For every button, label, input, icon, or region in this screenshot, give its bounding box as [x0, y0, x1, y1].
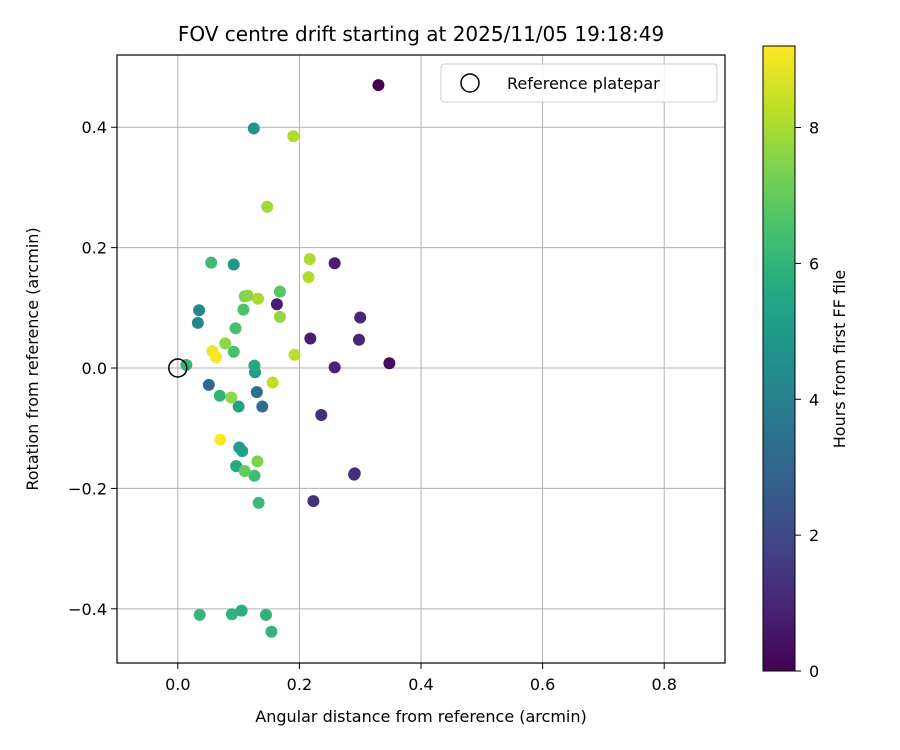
data-point — [241, 289, 254, 302]
data-point — [304, 332, 317, 345]
data-point — [219, 337, 232, 350]
data-point — [237, 303, 250, 316]
data-point — [273, 285, 286, 298]
data-point — [191, 316, 204, 329]
x-axis-ticks: 0.0 0.2 0.4 0.6 0.8 — [165, 663, 677, 694]
y-axis-label: Rotation from reference (arcmin) — [23, 227, 42, 490]
legend-label: Reference platepar — [507, 74, 660, 93]
colorbar-tick-label: 4 — [809, 390, 819, 409]
data-point — [252, 496, 265, 509]
y-tick-label: −0.4 — [68, 600, 107, 619]
y-tick-label: 0.0 — [82, 359, 107, 378]
legend-box — [440, 63, 718, 103]
data-point — [352, 333, 365, 346]
y-tick-label: −0.2 — [68, 479, 107, 498]
data-point — [229, 322, 242, 335]
data-point — [210, 351, 223, 364]
data-point — [232, 400, 245, 413]
data-point — [248, 359, 261, 372]
colorbar: 0 2 4 6 8 Hours from first FF file — [762, 45, 849, 681]
colorbar-tick-label: 6 — [809, 254, 819, 273]
data-point — [256, 400, 269, 413]
data-point — [265, 625, 278, 638]
legend-marker-icon — [460, 73, 480, 93]
data-point — [287, 130, 300, 143]
data-point — [227, 258, 240, 271]
reference-platepar-marker — [168, 358, 188, 378]
data-point — [225, 391, 238, 404]
data-point — [250, 386, 263, 399]
data-point — [247, 122, 260, 135]
data-point — [328, 361, 341, 374]
data-point — [307, 495, 320, 508]
data-point — [227, 345, 240, 358]
colorbar-tick-label: 8 — [809, 119, 819, 138]
data-point — [261, 200, 274, 213]
data-point — [383, 357, 396, 370]
colorbar-tick-label: 2 — [809, 526, 819, 545]
colorbar-tick-label: 0 — [809, 662, 819, 681]
y-tick-label: 0.4 — [82, 118, 107, 137]
data-point — [248, 469, 261, 482]
data-point — [328, 257, 341, 270]
x-axis-label: Angular distance from reference (arcmin) — [255, 707, 586, 726]
data-point — [259, 608, 272, 621]
data-point — [193, 608, 206, 621]
grid-lines — [117, 55, 725, 663]
data-point — [236, 445, 249, 458]
data-point — [303, 253, 316, 266]
data-point — [213, 389, 226, 402]
data-point — [315, 408, 328, 421]
data-point — [354, 311, 367, 324]
colorbar-ticks: 0 2 4 6 8 — [795, 119, 819, 681]
data-points — [180, 79, 396, 638]
chart-title: FOV centre drift starting at 2025/11/05 … — [178, 22, 664, 46]
data-point — [372, 79, 385, 92]
x-tick-label: 0.0 — [165, 675, 190, 694]
legend: Reference platepar — [440, 63, 718, 103]
data-point — [235, 604, 248, 617]
data-point — [252, 292, 265, 305]
data-point — [225, 608, 238, 621]
data-point — [270, 298, 283, 311]
y-tick-label: 0.2 — [82, 239, 107, 258]
colorbar-gradient — [762, 45, 796, 672]
data-point — [193, 304, 206, 317]
y-axis-ticks: −0.4 −0.2 0.0 0.2 0.4 — [68, 118, 117, 619]
x-tick-label: 0.6 — [530, 675, 555, 694]
x-tick-label: 0.8 — [651, 675, 676, 694]
data-point — [202, 378, 215, 391]
x-tick-label: 0.4 — [408, 675, 433, 694]
data-point — [205, 256, 218, 269]
data-point — [214, 433, 227, 446]
x-tick-label: 0.2 — [287, 675, 312, 694]
data-point — [288, 348, 301, 361]
data-point — [273, 310, 286, 323]
data-point — [266, 376, 279, 389]
data-point — [348, 468, 361, 481]
colorbar-label: Hours from first FF file — [830, 270, 849, 449]
data-point — [251, 455, 264, 468]
data-point — [302, 271, 315, 284]
data-point — [238, 464, 251, 477]
